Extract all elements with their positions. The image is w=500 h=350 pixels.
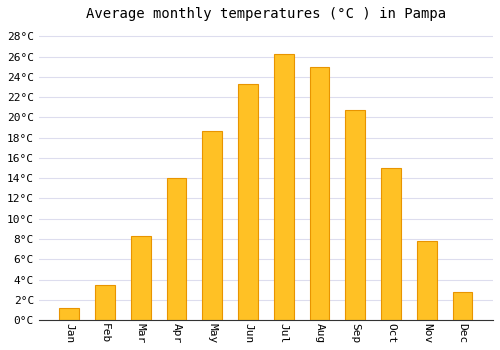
Bar <box>274 54 293 320</box>
Bar <box>60 308 79 320</box>
Bar <box>452 292 472 320</box>
Bar <box>238 84 258 320</box>
Bar <box>346 110 365 320</box>
Bar <box>381 168 401 320</box>
Bar <box>310 67 330 320</box>
Bar <box>131 236 150 320</box>
Bar <box>95 285 115 320</box>
Bar <box>166 178 186 320</box>
Bar <box>202 131 222 320</box>
Title: Average monthly temperatures (°C ) in Pampa: Average monthly temperatures (°C ) in Pa… <box>86 7 446 21</box>
Bar <box>417 241 436 320</box>
